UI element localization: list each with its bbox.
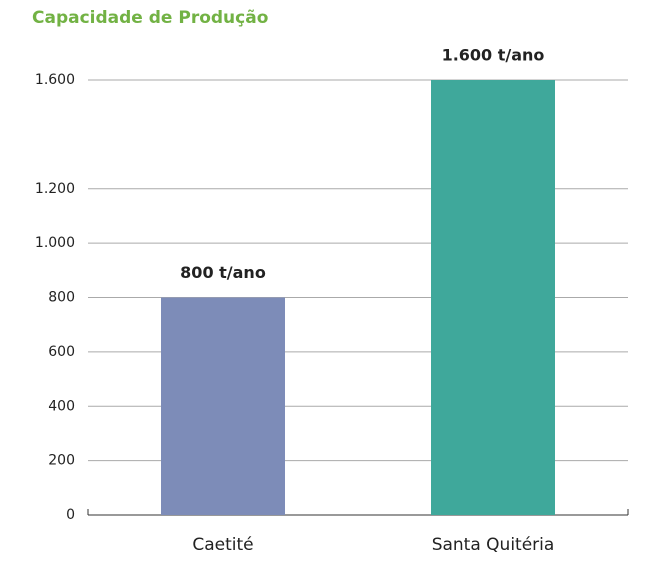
y-tick-label: 0 <box>66 507 75 523</box>
value-label: 800 t/ano <box>180 263 266 282</box>
chart-title: Capacidade de Produção <box>32 8 268 28</box>
y-tick-label: 800 <box>48 290 75 306</box>
y-tick-label: 200 <box>48 453 75 469</box>
y-tick-label: 400 <box>48 398 75 414</box>
y-tick-label: 1.000 <box>35 235 75 251</box>
value-label: 1.600 t/ano <box>442 46 545 65</box>
y-tick-label: 1.600 <box>35 72 75 88</box>
x-tick-label: Caetité <box>192 535 253 555</box>
y-tick-label: 1.200 <box>35 181 75 197</box>
bar <box>161 297 285 515</box>
x-tick-label: Santa Quitéria <box>432 535 555 555</box>
bar <box>431 80 555 515</box>
y-tick-label: 600 <box>48 344 75 360</box>
